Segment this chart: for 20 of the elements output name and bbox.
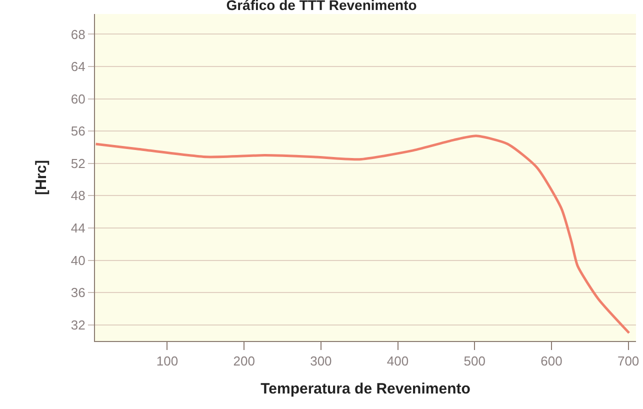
y-tick-label: 44 bbox=[70, 220, 86, 236]
x-tick-label: 700 bbox=[617, 354, 640, 369]
y-tick-label: 68 bbox=[70, 26, 86, 42]
y-tick-label: 52 bbox=[70, 156, 86, 171]
y-tick-label: 60 bbox=[70, 91, 86, 106]
y-tick-label: 36 bbox=[70, 285, 86, 300]
x-tick-label: 200 bbox=[233, 354, 255, 369]
y-tick-label: 64 bbox=[70, 59, 86, 74]
x-axis-title: Temperatura de Revenimento bbox=[260, 380, 470, 398]
x-tick-label: 400 bbox=[386, 354, 409, 369]
x-tick-label: 300 bbox=[310, 354, 332, 369]
y-tick-label: 32 bbox=[70, 317, 86, 332]
line-series bbox=[95, 134, 630, 334]
x-tick-label: 100 bbox=[156, 354, 178, 369]
y-tick-label: 48 bbox=[70, 188, 86, 204]
y-tick-label: 40 bbox=[70, 252, 86, 268]
y-tick-label: 56 bbox=[70, 124, 86, 139]
x-tick-label: 500 bbox=[464, 354, 486, 369]
y-axis-title: [Hrc] bbox=[33, 160, 50, 196]
x-tick-label: 600 bbox=[540, 354, 562, 369]
